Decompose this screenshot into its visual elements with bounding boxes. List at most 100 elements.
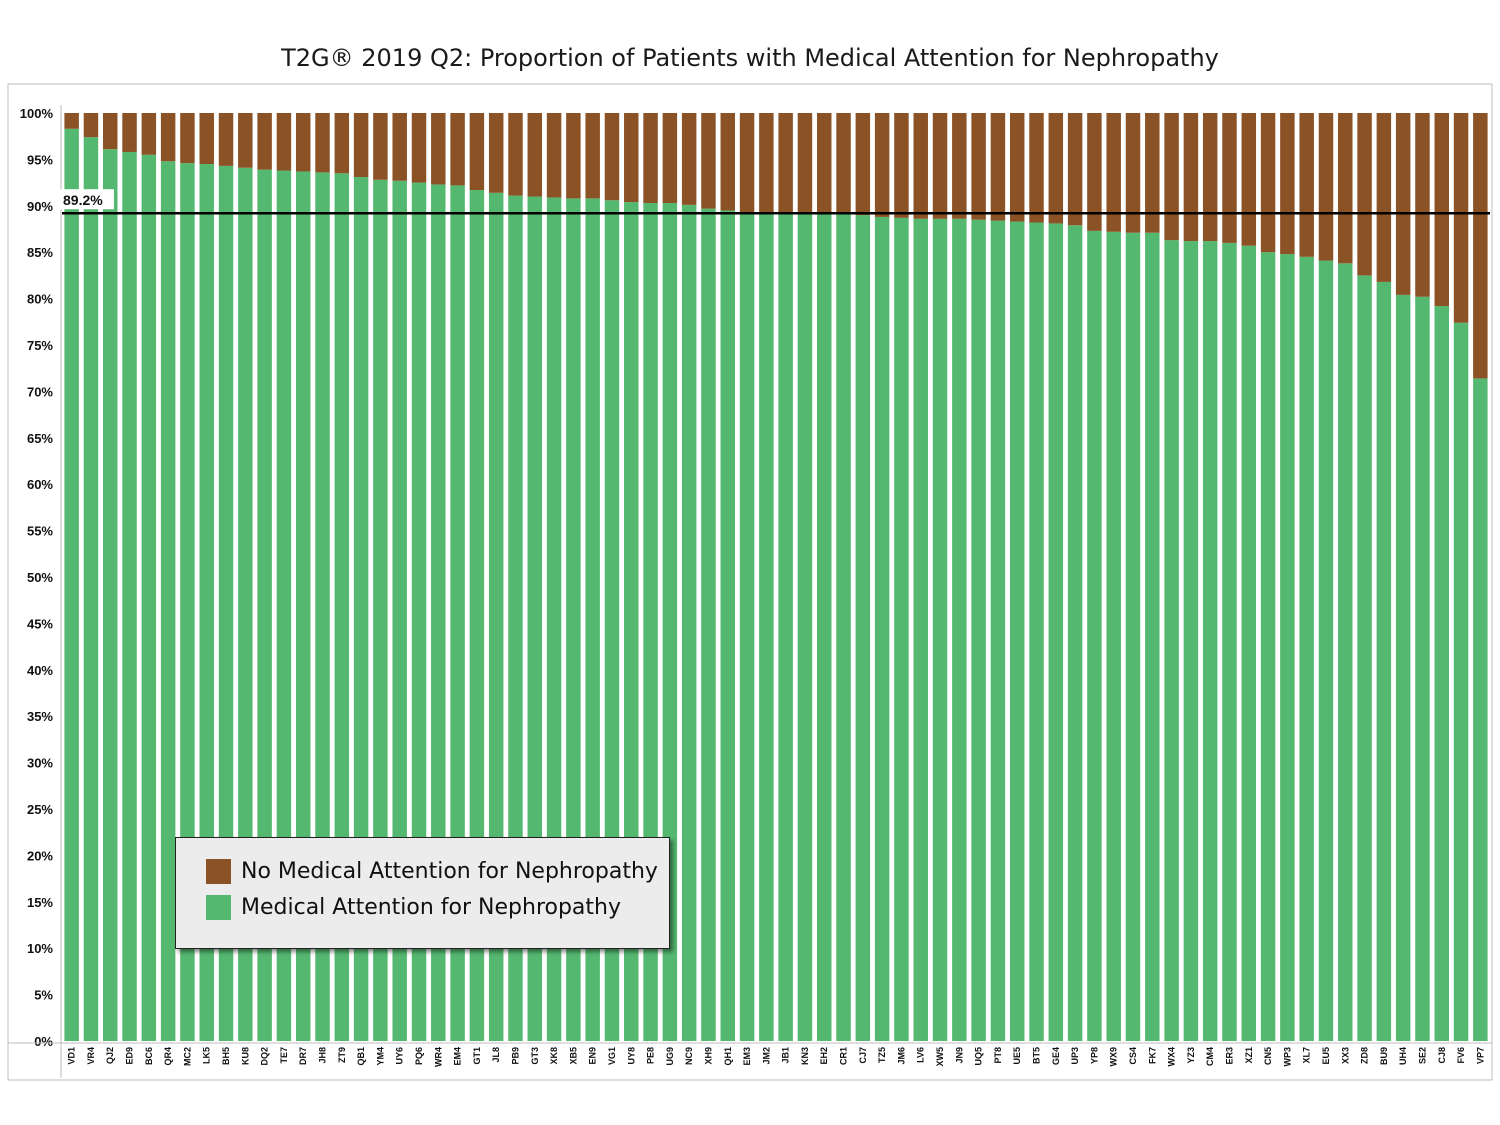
- bar-no-medical-attention: [836, 113, 851, 215]
- y-tick-label: 30%: [27, 756, 53, 771]
- bar-medical-attention: [1318, 260, 1334, 1041]
- bar-no-medical-attention: [913, 113, 928, 219]
- bar-no-medical-attention: [103, 113, 118, 150]
- bar-no-medical-attention: [1395, 113, 1411, 295]
- y-tick-label: 80%: [27, 292, 53, 307]
- x-tick-label: UQ5: [974, 1047, 984, 1066]
- legend-swatch-no-attention: [206, 859, 231, 884]
- x-tick-label: CN5: [1263, 1047, 1273, 1065]
- bar-medical-attention: [681, 204, 697, 1041]
- bar-series: [64, 113, 1488, 1042]
- reference-label-background: [60, 189, 114, 210]
- y-tick-label: 25%: [27, 802, 53, 817]
- x-tick-label: PT8: [993, 1047, 1003, 1064]
- legend-swatch-attention: [206, 895, 231, 920]
- y-tick-label: 95%: [27, 152, 53, 167]
- bar-no-medical-attention: [1125, 113, 1141, 233]
- x-tick-label: EM3: [742, 1047, 752, 1066]
- y-tick-label: 55%: [27, 524, 53, 539]
- bar-medical-attention: [1202, 241, 1218, 1042]
- y-tick-label: 0%: [34, 1034, 53, 1049]
- bar-no-medical-attention: [488, 113, 504, 193]
- x-tick-label: BU9: [1379, 1047, 1389, 1065]
- x-tick-label: QJ2: [105, 1047, 115, 1064]
- x-tick-label: KU8: [240, 1047, 250, 1065]
- bar-no-medical-attention: [238, 113, 253, 168]
- x-tick-label: BC6: [144, 1047, 154, 1065]
- bar-medical-attention: [971, 219, 986, 1042]
- bar-no-medical-attention: [1048, 113, 1064, 224]
- bar-no-medical-attention: [1183, 113, 1199, 242]
- bar-medical-attention: [662, 203, 678, 1042]
- x-tick-label: KN3: [800, 1047, 810, 1065]
- bar-medical-attention: [1453, 322, 1469, 1041]
- bar-no-medical-attention: [450, 113, 465, 186]
- x-tick-label: YM4: [375, 1047, 385, 1066]
- bar-no-medical-attention: [971, 113, 986, 220]
- bar-medical-attention: [932, 218, 948, 1042]
- y-tick-label: 90%: [27, 199, 53, 214]
- x-tick-label: DQ2: [260, 1047, 270, 1066]
- bar-medical-attention: [257, 169, 272, 1041]
- x-tick-label: VD1: [67, 1047, 77, 1065]
- bar-no-medical-attention: [411, 113, 427, 183]
- x-tick-label: CM4: [1205, 1047, 1215, 1066]
- x-tick-label: SE2: [1417, 1047, 1427, 1064]
- x-tick-label: WP3: [1282, 1047, 1292, 1067]
- x-tick-label: UP3: [1070, 1047, 1080, 1065]
- x-tick-label: BT5: [1032, 1047, 1042, 1064]
- bar-no-medical-attention: [1260, 113, 1276, 253]
- bar-no-medical-attention: [141, 113, 157, 155]
- x-tick-label: CS4: [1128, 1047, 1138, 1065]
- y-axis: 0% 5% 10% 15% 20% 25% 30% 35% 40% 45% 50% 55% 60% 65%…: [20, 105, 62, 1078]
- bar-no-medical-attention: [720, 113, 735, 211]
- bar-no-medical-attention: [1338, 113, 1353, 264]
- bar-medical-attention: [701, 208, 716, 1042]
- bar-no-medical-attention: [1087, 113, 1102, 231]
- bar-no-medical-attention: [932, 113, 948, 219]
- x-tick-label: JM6: [896, 1047, 906, 1065]
- y-tick-label: 15%: [27, 895, 53, 910]
- bar-no-medical-attention: [64, 113, 79, 129]
- bar-medical-attention: [199, 164, 214, 1042]
- x-tick-label: GE4: [1051, 1047, 1061, 1065]
- reference-line-group: 89.2%: [60, 189, 1490, 215]
- bar-medical-attention: [778, 213, 793, 1041]
- bar-medical-attention: [894, 217, 909, 1041]
- x-tick-label: NC9: [684, 1047, 694, 1065]
- bar-no-medical-attention: [392, 113, 407, 181]
- y-tick-label: 20%: [27, 848, 53, 863]
- bar-no-medical-attention: [1473, 113, 1488, 379]
- x-tick-label: XL7: [1302, 1047, 1312, 1064]
- bar-medical-attention: [759, 213, 774, 1041]
- reference-line-label: 89.2%: [63, 192, 103, 208]
- y-tick-label: 50%: [27, 570, 53, 585]
- bar-medical-attention: [1029, 222, 1044, 1041]
- x-tick-label: JL8: [491, 1047, 501, 1063]
- bar-medical-attention: [83, 137, 99, 1042]
- bar-medical-attention: [1106, 231, 1121, 1041]
- bar-medical-attention: [295, 171, 311, 1042]
- x-tick-label: UH4: [1398, 1047, 1408, 1065]
- bar-no-medical-attention: [180, 113, 195, 164]
- x-tick-label: EN9: [588, 1047, 598, 1065]
- bar-medical-attention: [1473, 378, 1488, 1042]
- bar-no-medical-attention: [585, 113, 600, 199]
- bar-no-medical-attention: [643, 113, 658, 204]
- chart-legend: No Medical Attention for Nephropathy Med…: [175, 837, 670, 949]
- bar-medical-attention: [180, 163, 195, 1041]
- x-tick-label: WX9: [1109, 1047, 1119, 1067]
- bar-no-medical-attention: [1376, 113, 1392, 282]
- bar-no-medical-attention: [546, 113, 562, 198]
- y-tick-label: 5%: [34, 988, 53, 1003]
- x-tick-label: JM2: [761, 1047, 771, 1065]
- bar-no-medical-attention: [1106, 113, 1121, 232]
- bar-medical-attention: [1048, 223, 1064, 1041]
- x-tick-label: BH5: [221, 1047, 231, 1065]
- bar-no-medical-attention: [431, 113, 446, 185]
- bar-medical-attention: [488, 192, 504, 1042]
- bar-no-medical-attention: [527, 113, 543, 197]
- bar-no-medical-attention: [1145, 113, 1160, 233]
- x-tick-label: WX4: [1167, 1047, 1177, 1067]
- bar-medical-attention: [643, 203, 658, 1042]
